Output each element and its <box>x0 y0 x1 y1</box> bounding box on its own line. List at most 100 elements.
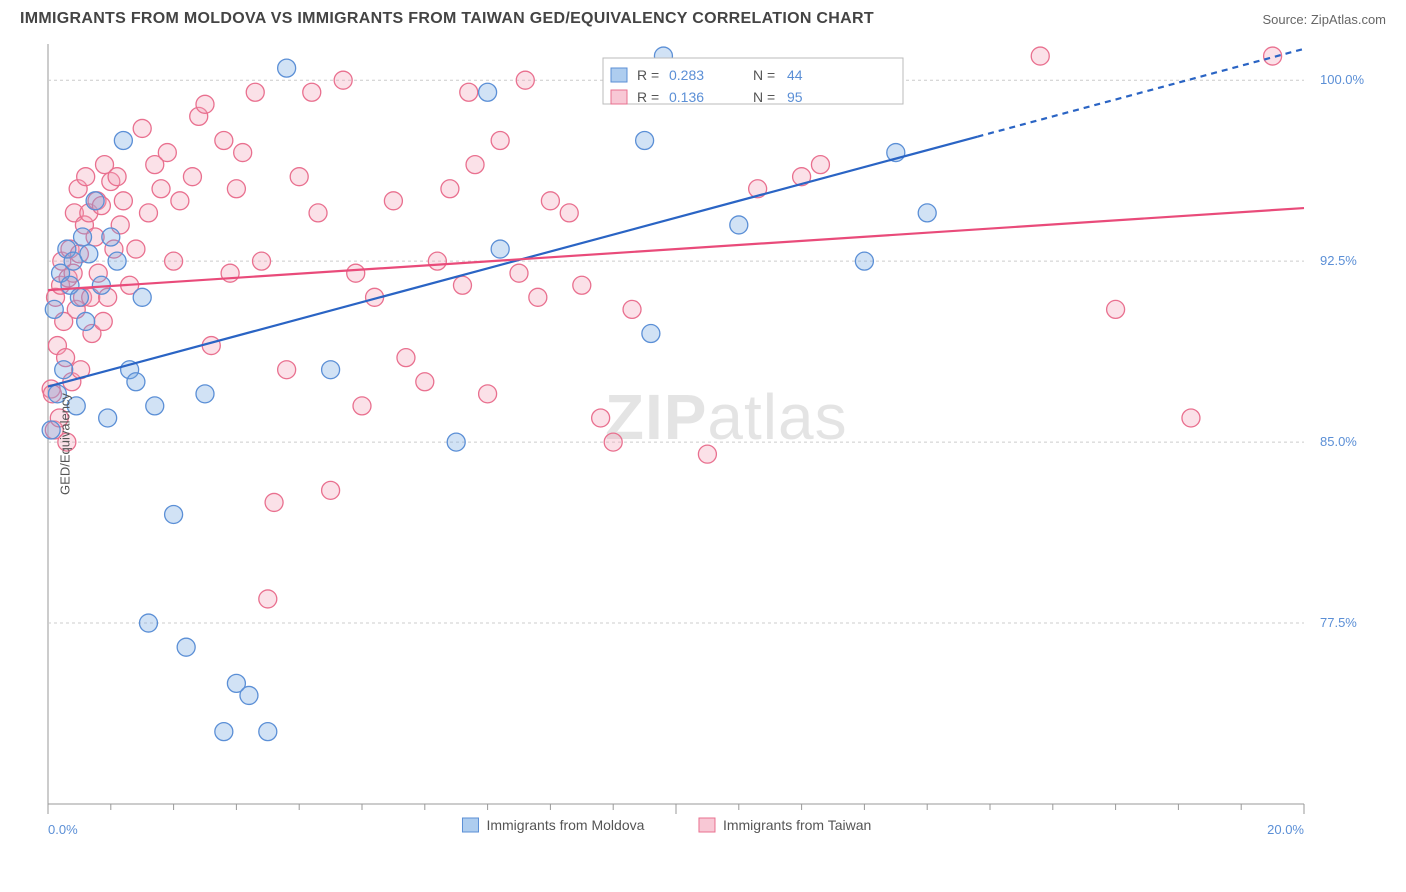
legend-swatch <box>699 818 715 832</box>
data-point <box>811 156 829 174</box>
chart-source: Source: ZipAtlas.com <box>1262 12 1386 27</box>
data-point <box>1031 47 1049 65</box>
data-point <box>127 240 145 258</box>
data-point <box>114 132 132 150</box>
data-point <box>855 252 873 270</box>
data-point <box>623 300 641 318</box>
data-point <box>604 433 622 451</box>
data-point <box>253 252 271 270</box>
data-point <box>114 192 132 210</box>
data-point <box>139 204 157 222</box>
data-point <box>428 252 446 270</box>
data-point <box>479 385 497 403</box>
legend-swatch <box>611 90 627 104</box>
legend-swatch <box>462 818 478 832</box>
data-point <box>334 71 352 89</box>
data-point <box>347 264 365 282</box>
data-point <box>491 240 509 258</box>
data-point <box>479 83 497 101</box>
legend-n-label: N = <box>753 89 775 105</box>
data-point <box>466 156 484 174</box>
data-point <box>146 397 164 415</box>
data-point <box>259 723 277 741</box>
data-point <box>353 397 371 415</box>
data-point <box>227 180 245 198</box>
legend-r-label: R = <box>637 89 659 105</box>
y-tick-label: 77.5% <box>1320 615 1357 630</box>
data-point <box>77 312 95 330</box>
data-point <box>215 132 233 150</box>
y-tick-label: 100.0% <box>1320 72 1365 87</box>
data-point <box>322 481 340 499</box>
data-point <box>240 686 258 704</box>
data-point <box>158 144 176 162</box>
watermark: ZIPatlas <box>605 381 848 453</box>
data-point <box>102 228 120 246</box>
data-point <box>77 168 95 186</box>
data-point <box>74 228 92 246</box>
legend-n-value: 95 <box>787 89 803 105</box>
data-point <box>196 95 214 113</box>
legend-r-label: R = <box>637 67 659 83</box>
legend-series-label: Immigrants from Taiwan <box>723 817 871 833</box>
data-point <box>447 433 465 451</box>
data-point <box>460 83 478 101</box>
data-point <box>698 445 716 463</box>
data-point <box>397 349 415 367</box>
data-point <box>99 409 117 427</box>
legend-r-value: 0.283 <box>669 67 704 83</box>
data-point <box>529 288 547 306</box>
data-point <box>309 204 327 222</box>
x-max-label: 20.0% <box>1267 822 1304 837</box>
data-point <box>234 144 252 162</box>
data-point <box>215 723 233 741</box>
data-point <box>642 325 660 343</box>
data-point <box>918 204 936 222</box>
legend-n-label: N = <box>753 67 775 83</box>
legend-series-label: Immigrants from Moldova <box>486 817 644 833</box>
data-point <box>592 409 610 427</box>
data-point <box>55 361 73 379</box>
x-min-label: 0.0% <box>48 822 78 837</box>
trend-line <box>48 208 1304 290</box>
legend-swatch <box>611 68 627 82</box>
data-point <box>259 590 277 608</box>
data-point <box>322 361 340 379</box>
data-point <box>183 168 201 186</box>
data-point <box>491 132 509 150</box>
data-point <box>303 83 321 101</box>
data-point <box>246 83 264 101</box>
legend-r-value: 0.136 <box>669 89 704 105</box>
data-point <box>202 337 220 355</box>
data-point <box>165 252 183 270</box>
data-point <box>278 361 296 379</box>
y-tick-label: 92.5% <box>1320 253 1357 268</box>
data-point <box>278 59 296 77</box>
data-point <box>177 638 195 656</box>
y-tick-label: 85.0% <box>1320 434 1357 449</box>
data-point <box>94 312 112 330</box>
data-point <box>1182 409 1200 427</box>
chart-title: IMMIGRANTS FROM MOLDOVA VS IMMIGRANTS FR… <box>20 10 874 28</box>
data-point <box>133 288 151 306</box>
y-axis-label: GED/Equivalency <box>57 393 72 495</box>
trend-line-dashed <box>977 49 1304 137</box>
data-point <box>265 493 283 511</box>
data-point <box>516 71 534 89</box>
chart-container: GED/Equivalency 77.5% 85.0% 92.5% 100.0% 0.0… <box>0 34 1406 854</box>
data-point <box>127 373 145 391</box>
data-point <box>510 264 528 282</box>
data-point <box>133 119 151 137</box>
data-point <box>441 180 459 198</box>
data-point <box>152 180 170 198</box>
data-point <box>453 276 471 294</box>
data-point <box>636 132 654 150</box>
data-point <box>196 385 214 403</box>
data-point <box>171 192 189 210</box>
data-point <box>165 505 183 523</box>
data-point <box>560 204 578 222</box>
data-point <box>86 192 104 210</box>
data-point <box>541 192 559 210</box>
data-point <box>70 288 88 306</box>
data-point <box>139 614 157 632</box>
